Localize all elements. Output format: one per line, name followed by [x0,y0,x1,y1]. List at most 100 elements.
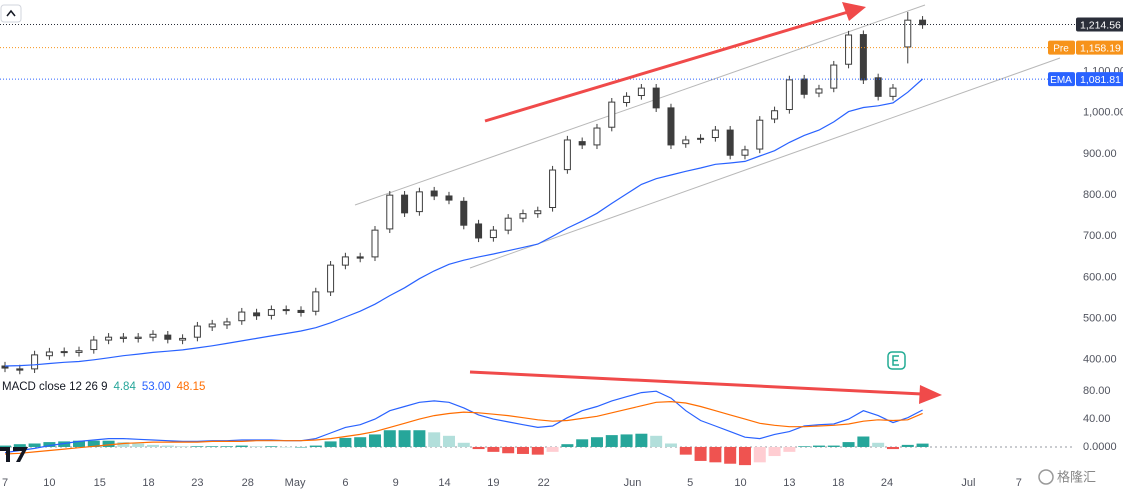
histogram-bar [502,446,515,454]
histogram-bar [0,445,11,447]
histogram-bar [28,443,41,447]
earnings-icon[interactable] [887,351,906,370]
candle-body [193,325,201,338]
ema_price-label: 1,081.81 [1080,74,1121,86]
histogram-bar [842,442,855,447]
x-tick-label: 5 [687,477,693,489]
histogram-bar [132,443,145,447]
candle-body [578,141,586,146]
histogram-bar [191,446,204,447]
pre_market-tag-box [1048,40,1075,55]
histogram-bar [176,446,189,447]
y-tick-label: 400.00 [1083,354,1117,366]
y-tick-label: 40.00 [1083,413,1111,425]
candle-body [475,223,483,239]
candle-body [164,334,172,340]
histogram-bar [457,442,470,447]
logo [0,447,28,462]
candle-body [726,129,734,156]
last_price-label: 1,214.56 [1080,19,1121,31]
x-tick-label: 13 [783,477,795,489]
candle-body [830,64,838,89]
candle-body [460,200,468,226]
price-pane: 1,100.001,000.00900.00800.00700.00600.00… [0,11,1123,375]
histogram-bar [146,444,159,447]
pre_market-label: 1,158.19 [1080,42,1121,54]
watermark-icon [1038,469,1054,485]
histogram-bar [354,437,367,447]
histogram-bar [72,440,85,447]
candle-body [238,311,246,322]
histogram-bar [235,445,248,447]
candle-body [356,256,364,259]
candle-body [549,169,557,208]
candle-body [119,336,127,339]
x-tick-label: 23 [191,477,203,489]
candle-body [401,194,409,214]
pre_market-tag: Pre [1053,43,1069,54]
candle-body [859,34,867,81]
candle-body [771,110,779,120]
x-tick-label: 18 [832,477,844,489]
y-tick-label: 0.0000 [1083,441,1117,453]
histogram-bar [428,432,441,447]
arrow-up-head [842,2,866,21]
histogram-bar [738,446,751,466]
candle-body [785,79,793,111]
histogram-bar [161,445,174,447]
histogram-bar [368,434,381,447]
candle-body [312,291,320,312]
x-tick-label: 24 [881,477,893,489]
candle-body [697,137,705,140]
histogram-bar [916,443,929,447]
x-tick-label: 6 [342,477,348,489]
macd-title: MACD close 12 26 9 [2,381,107,393]
histogram-bar [664,443,677,447]
histogram-bar [472,446,485,450]
candle-body [179,337,187,341]
candle-body [253,312,261,317]
arrow-macd-head [919,385,942,404]
x-tick-label: 18 [142,477,154,489]
candle-body [652,87,660,109]
button-frame[interactable] [0,4,22,23]
x-tick-label: 9 [393,477,399,489]
candle-body [741,149,749,156]
histogram-bar [901,444,914,447]
x-tick-label: 7 [1016,477,1022,489]
histogram-bar [309,445,322,447]
histogram-bar [886,446,899,450]
arrow-macd-line [469,370,923,396]
y-tick-label: 900.00 [1083,148,1117,160]
histogram-bar [709,446,722,463]
histogram-bar [102,440,115,447]
candle-body [608,101,616,128]
histogram-bar [872,442,885,447]
histogram-bar [398,430,411,447]
annotations [354,4,1061,269]
x-tick-label: May [285,477,306,489]
x-tick-label: 22 [538,477,550,489]
histogram-bar [605,435,618,447]
candle-body [208,323,216,328]
candle-body [1,365,9,369]
macd-legend-value: 53.00 [142,381,171,393]
candle-body [504,217,512,231]
candle-body [60,351,68,354]
candle-body [386,194,394,230]
candle-body [371,229,379,258]
histogram-bar [531,446,544,455]
histogram-bar [383,430,396,447]
candle-body [904,19,912,48]
candle-body [282,309,290,312]
histogram-bar [516,446,529,454]
macd-legend-value: 48.15 [177,381,206,393]
histogram-bar [561,444,574,447]
watermark-text: 格隆汇 [1057,469,1096,484]
scroll-button[interactable] [0,4,22,23]
macd-line [4,390,923,454]
y-tick-label: 800.00 [1083,189,1117,201]
